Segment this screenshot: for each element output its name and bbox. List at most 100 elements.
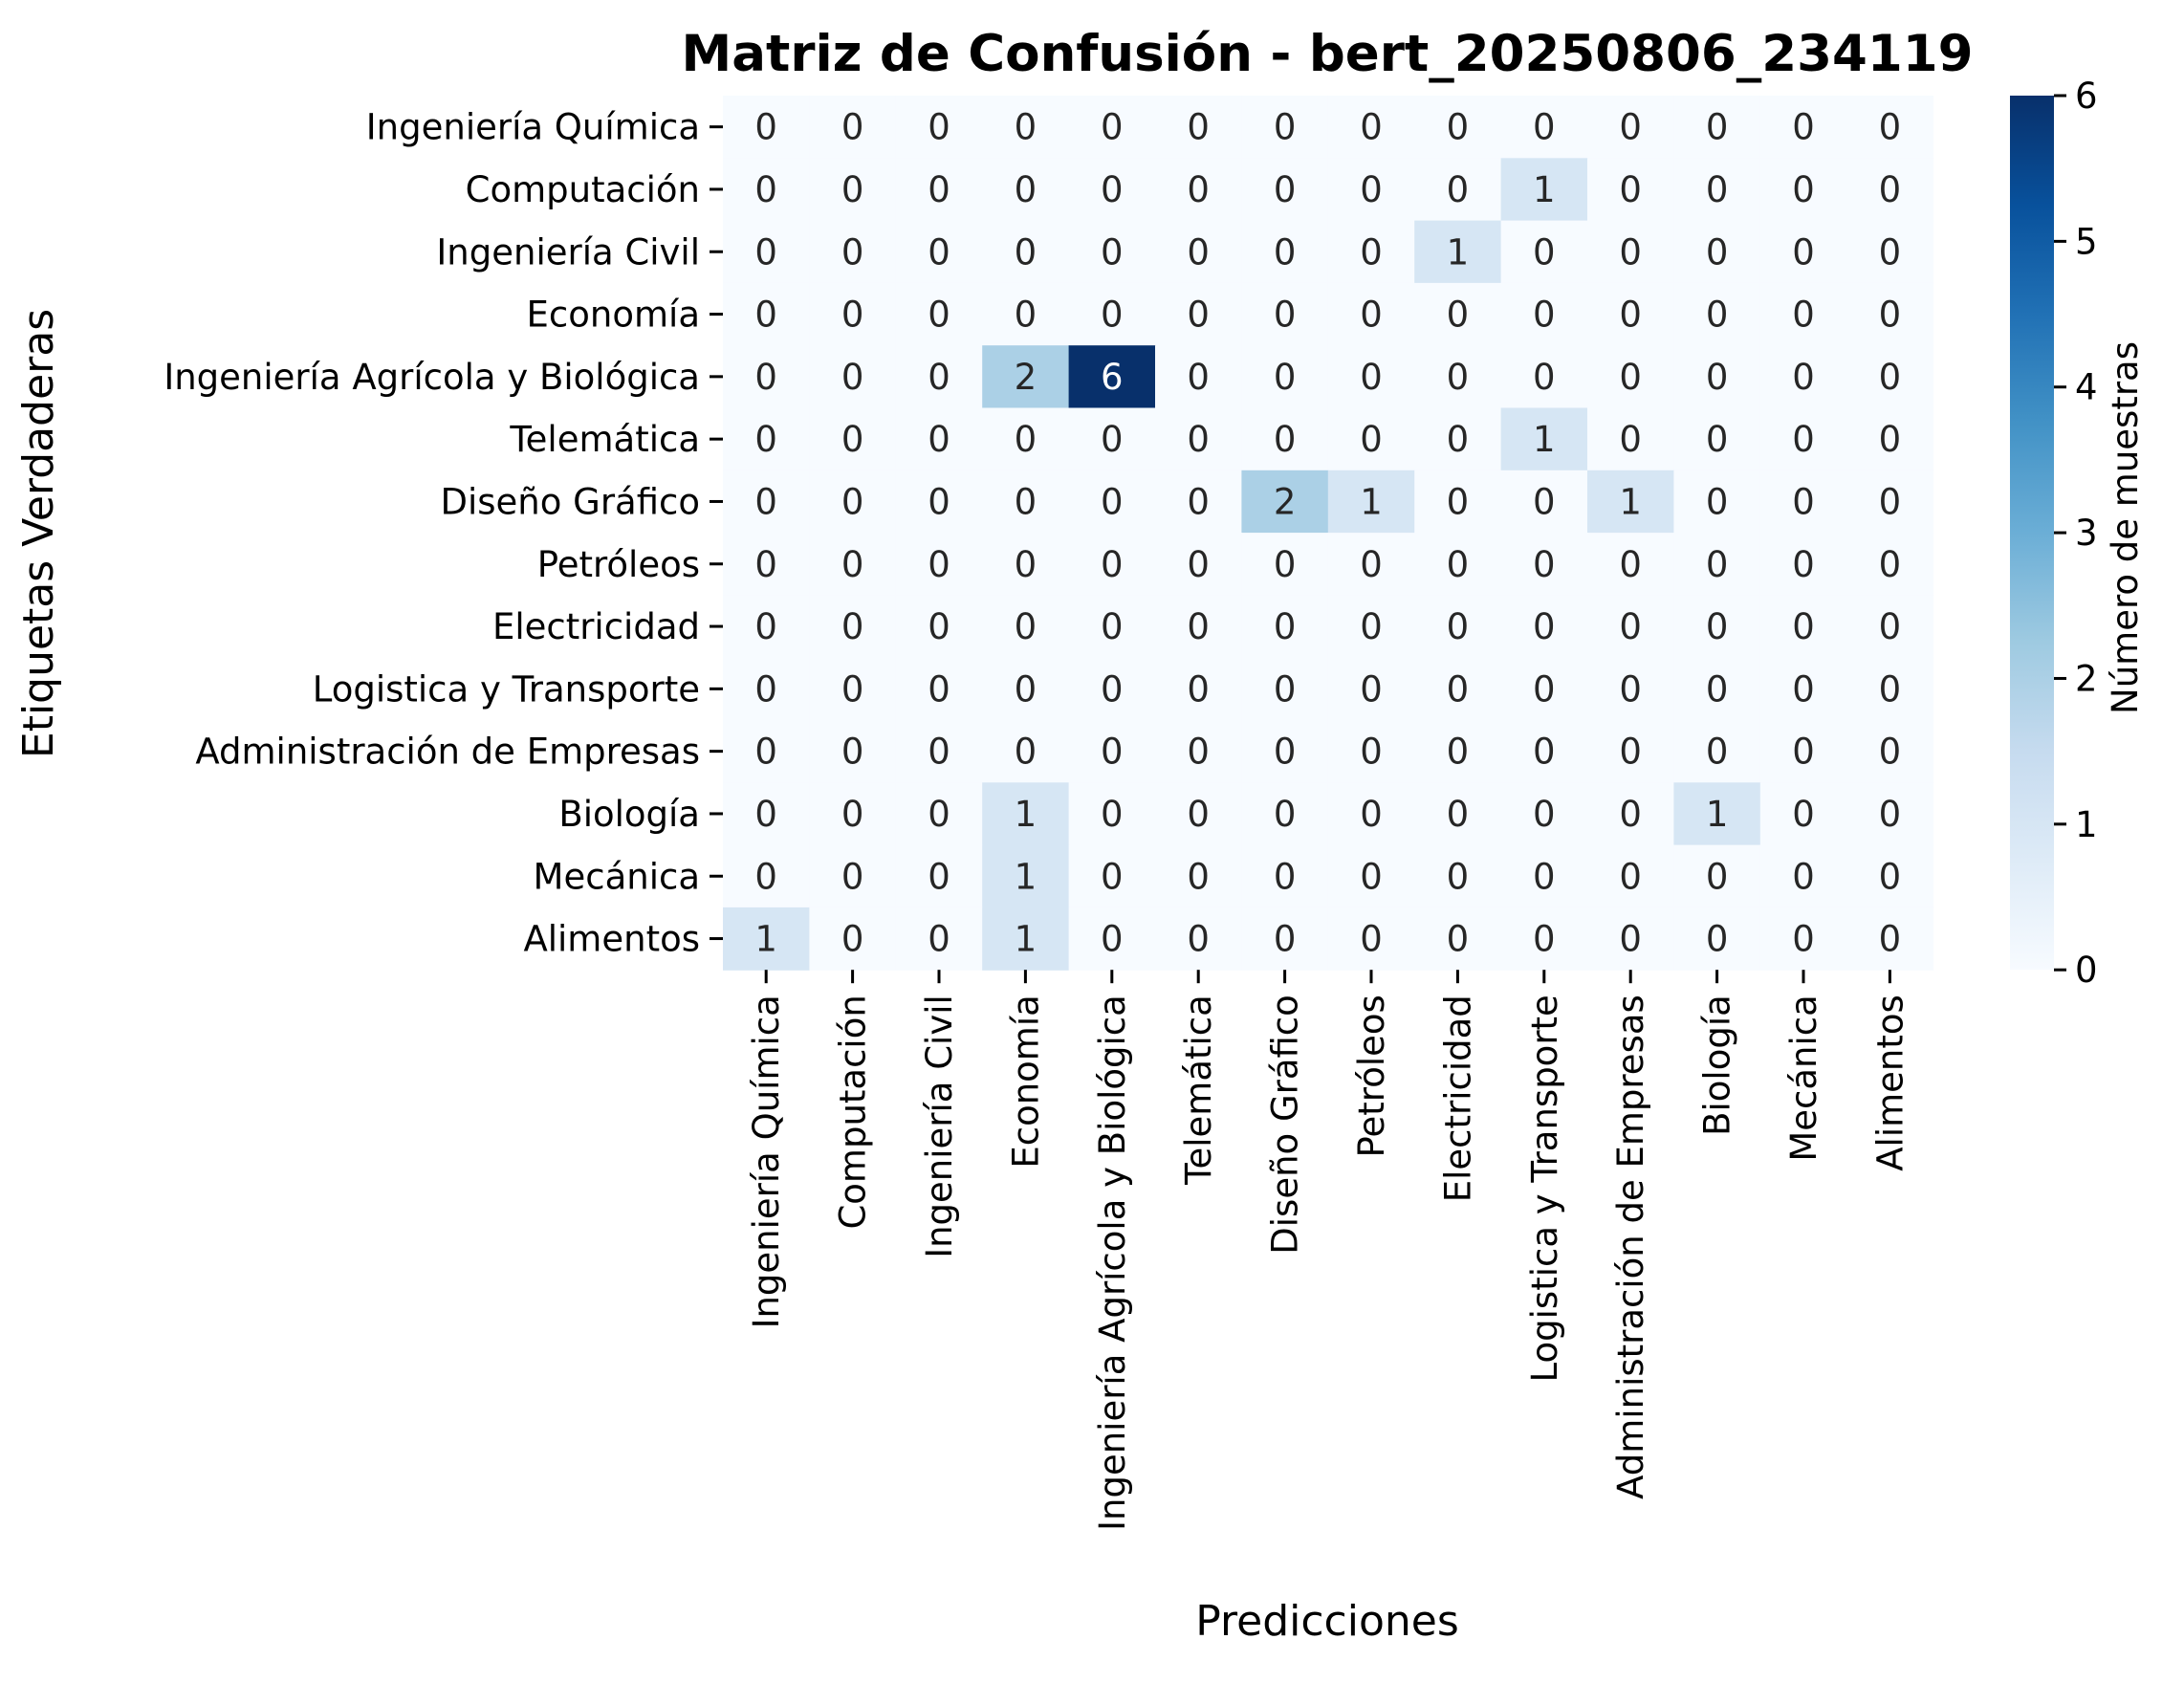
cell-value-label: 0 <box>1360 668 1383 710</box>
heatmap-cell <box>809 345 897 409</box>
cell-value-label: 0 <box>1879 169 1902 210</box>
cell-value-label: 0 <box>1792 919 1815 960</box>
heatmap-cell <box>723 470 810 534</box>
heatmap-cell <box>1155 907 1242 971</box>
heatmap-cell <box>1587 720 1674 783</box>
heatmap-cell <box>1241 282 1329 346</box>
cell-value-label: 0 <box>1101 732 1124 773</box>
heatmap-cell <box>1241 844 1329 908</box>
heatmap-cell <box>1846 595 1934 659</box>
heatmap-cell <box>1500 720 1588 783</box>
heatmap-cell <box>723 158 810 222</box>
cell-value-label: 0 <box>1706 107 1729 148</box>
cell-value-label: 0 <box>1015 419 1037 460</box>
heatmap-cell <box>895 782 983 846</box>
heatmap-cell <box>809 907 897 971</box>
cell-value-label: 0 <box>1187 606 1210 647</box>
cell-value-label: 0 <box>841 107 864 148</box>
cell-value-label: 0 <box>1706 544 1729 585</box>
cell-value-label: 0 <box>1274 419 1297 460</box>
heatmap-cell <box>1155 595 1242 659</box>
heatmap-cell <box>982 907 1070 971</box>
heatmap-cell <box>1500 407 1588 471</box>
heatmap-cell <box>1241 470 1329 534</box>
heatmap-cell <box>1327 470 1415 534</box>
cell-value-label: 0 <box>754 231 777 273</box>
heatmap-cell <box>1155 470 1242 534</box>
heatmap-cell <box>1846 533 1934 596</box>
heatmap-cell <box>723 907 810 971</box>
heatmap-cell <box>1673 782 1761 846</box>
cell-value-label: 0 <box>1187 732 1210 773</box>
cell-value-label: 0 <box>1792 606 1815 647</box>
cell-value-label: 0 <box>754 295 777 336</box>
heatmap-cell <box>1846 407 1934 471</box>
cell-value-label: 0 <box>1619 107 1642 148</box>
cell-value-label: 0 <box>928 419 950 460</box>
heatmap-cell <box>982 657 1070 721</box>
cell-value-label: 0 <box>1706 919 1729 960</box>
heatmap-cell <box>1500 470 1588 534</box>
heatmap-cell <box>1327 533 1415 596</box>
cell-value-label: 0 <box>928 732 950 773</box>
heatmap-cell <box>1759 407 1847 471</box>
cell-value-label: 0 <box>928 295 950 336</box>
column-tick-label: Administración de Empresas <box>1610 994 1651 1499</box>
row-tick-labels: Ingeniería Química Computación Ingeniería … <box>164 107 723 960</box>
cell-value-label: 0 <box>1879 668 1902 710</box>
heatmap-cell <box>1068 844 1156 908</box>
column-tick-labels: Ingeniería Química Computación Ingeniería … <box>746 970 1911 1531</box>
heatmap-cell <box>1414 345 1502 409</box>
heatmap-cell <box>1673 282 1761 346</box>
cell-value-label: 0 <box>928 481 950 522</box>
heatmap-cell <box>1327 345 1415 409</box>
cell-value-label: 0 <box>1879 794 1902 835</box>
cell-value-label: 0 <box>1792 732 1815 773</box>
column-tick-label: Ingeniería Civil <box>919 994 960 1258</box>
cell-value-label: 0 <box>1879 481 1902 522</box>
cell-value-label: 0 <box>1792 544 1815 585</box>
heatmap-cell <box>1587 844 1674 908</box>
cell-value-label: 0 <box>841 481 864 522</box>
cell-value-label: 0 <box>1792 169 1815 210</box>
cell-value-label: 0 <box>754 169 777 210</box>
column-tick-label: Ingeniería Agrícola y Biológica <box>1092 994 1133 1531</box>
heatmap-cell <box>1068 158 1156 222</box>
heatmap-cell <box>1068 720 1156 783</box>
row-tick-label: Administración de Empresas <box>195 732 700 773</box>
cell-value-label: 0 <box>754 668 777 710</box>
cell-value-label: 0 <box>1101 794 1124 835</box>
heatmap-cell <box>1155 844 1242 908</box>
heatmap-cell <box>1068 220 1156 284</box>
heatmap-cell <box>1327 844 1415 908</box>
colorbar-tick-label: 6 <box>2075 76 2098 117</box>
cell-value-label: 0 <box>1101 856 1124 897</box>
column-tick-label: Computación <box>833 994 874 1229</box>
cell-value-label: 0 <box>1187 544 1210 585</box>
cell-value-label: 0 <box>1274 107 1297 148</box>
heatmap-cell <box>1846 345 1934 409</box>
heatmap-cells: 0 0 0 0 0 0 0 0 0 0 0 0 0 0 0 0 0 0 0 0 0 0 0 1 0 0 0 0 0 0 0 0 0 0 0 0 1 0 0 0… <box>723 96 1934 971</box>
heatmap-cell <box>1673 907 1761 971</box>
cell-value-label: 0 <box>1447 419 1470 460</box>
cell-value-label: 0 <box>1187 668 1210 710</box>
heatmap-cell <box>1414 220 1502 284</box>
heatmap-cell <box>1759 96 1847 159</box>
heatmap-cell <box>1587 657 1674 721</box>
heatmap-cell <box>1759 282 1847 346</box>
heatmap-cell <box>1155 407 1242 471</box>
cell-value-label: 0 <box>1879 419 1902 460</box>
cell-value-label: 0 <box>841 231 864 273</box>
heatmap-cell <box>982 470 1070 534</box>
cell-value-label: 0 <box>754 794 777 835</box>
heatmap-cell <box>1500 220 1588 284</box>
heatmap-cell <box>1241 595 1329 659</box>
cell-value-label: 0 <box>1360 107 1383 148</box>
heatmap-cell <box>1759 470 1847 534</box>
column-tick-label: Logistica y Transporte <box>1524 994 1565 1382</box>
heatmap-cell <box>1327 782 1415 846</box>
colorbar: 0 1 2 3 4 5 6 <box>2010 76 2098 991</box>
heatmap-cell <box>1673 470 1761 534</box>
cell-value-label: 0 <box>1792 481 1815 522</box>
